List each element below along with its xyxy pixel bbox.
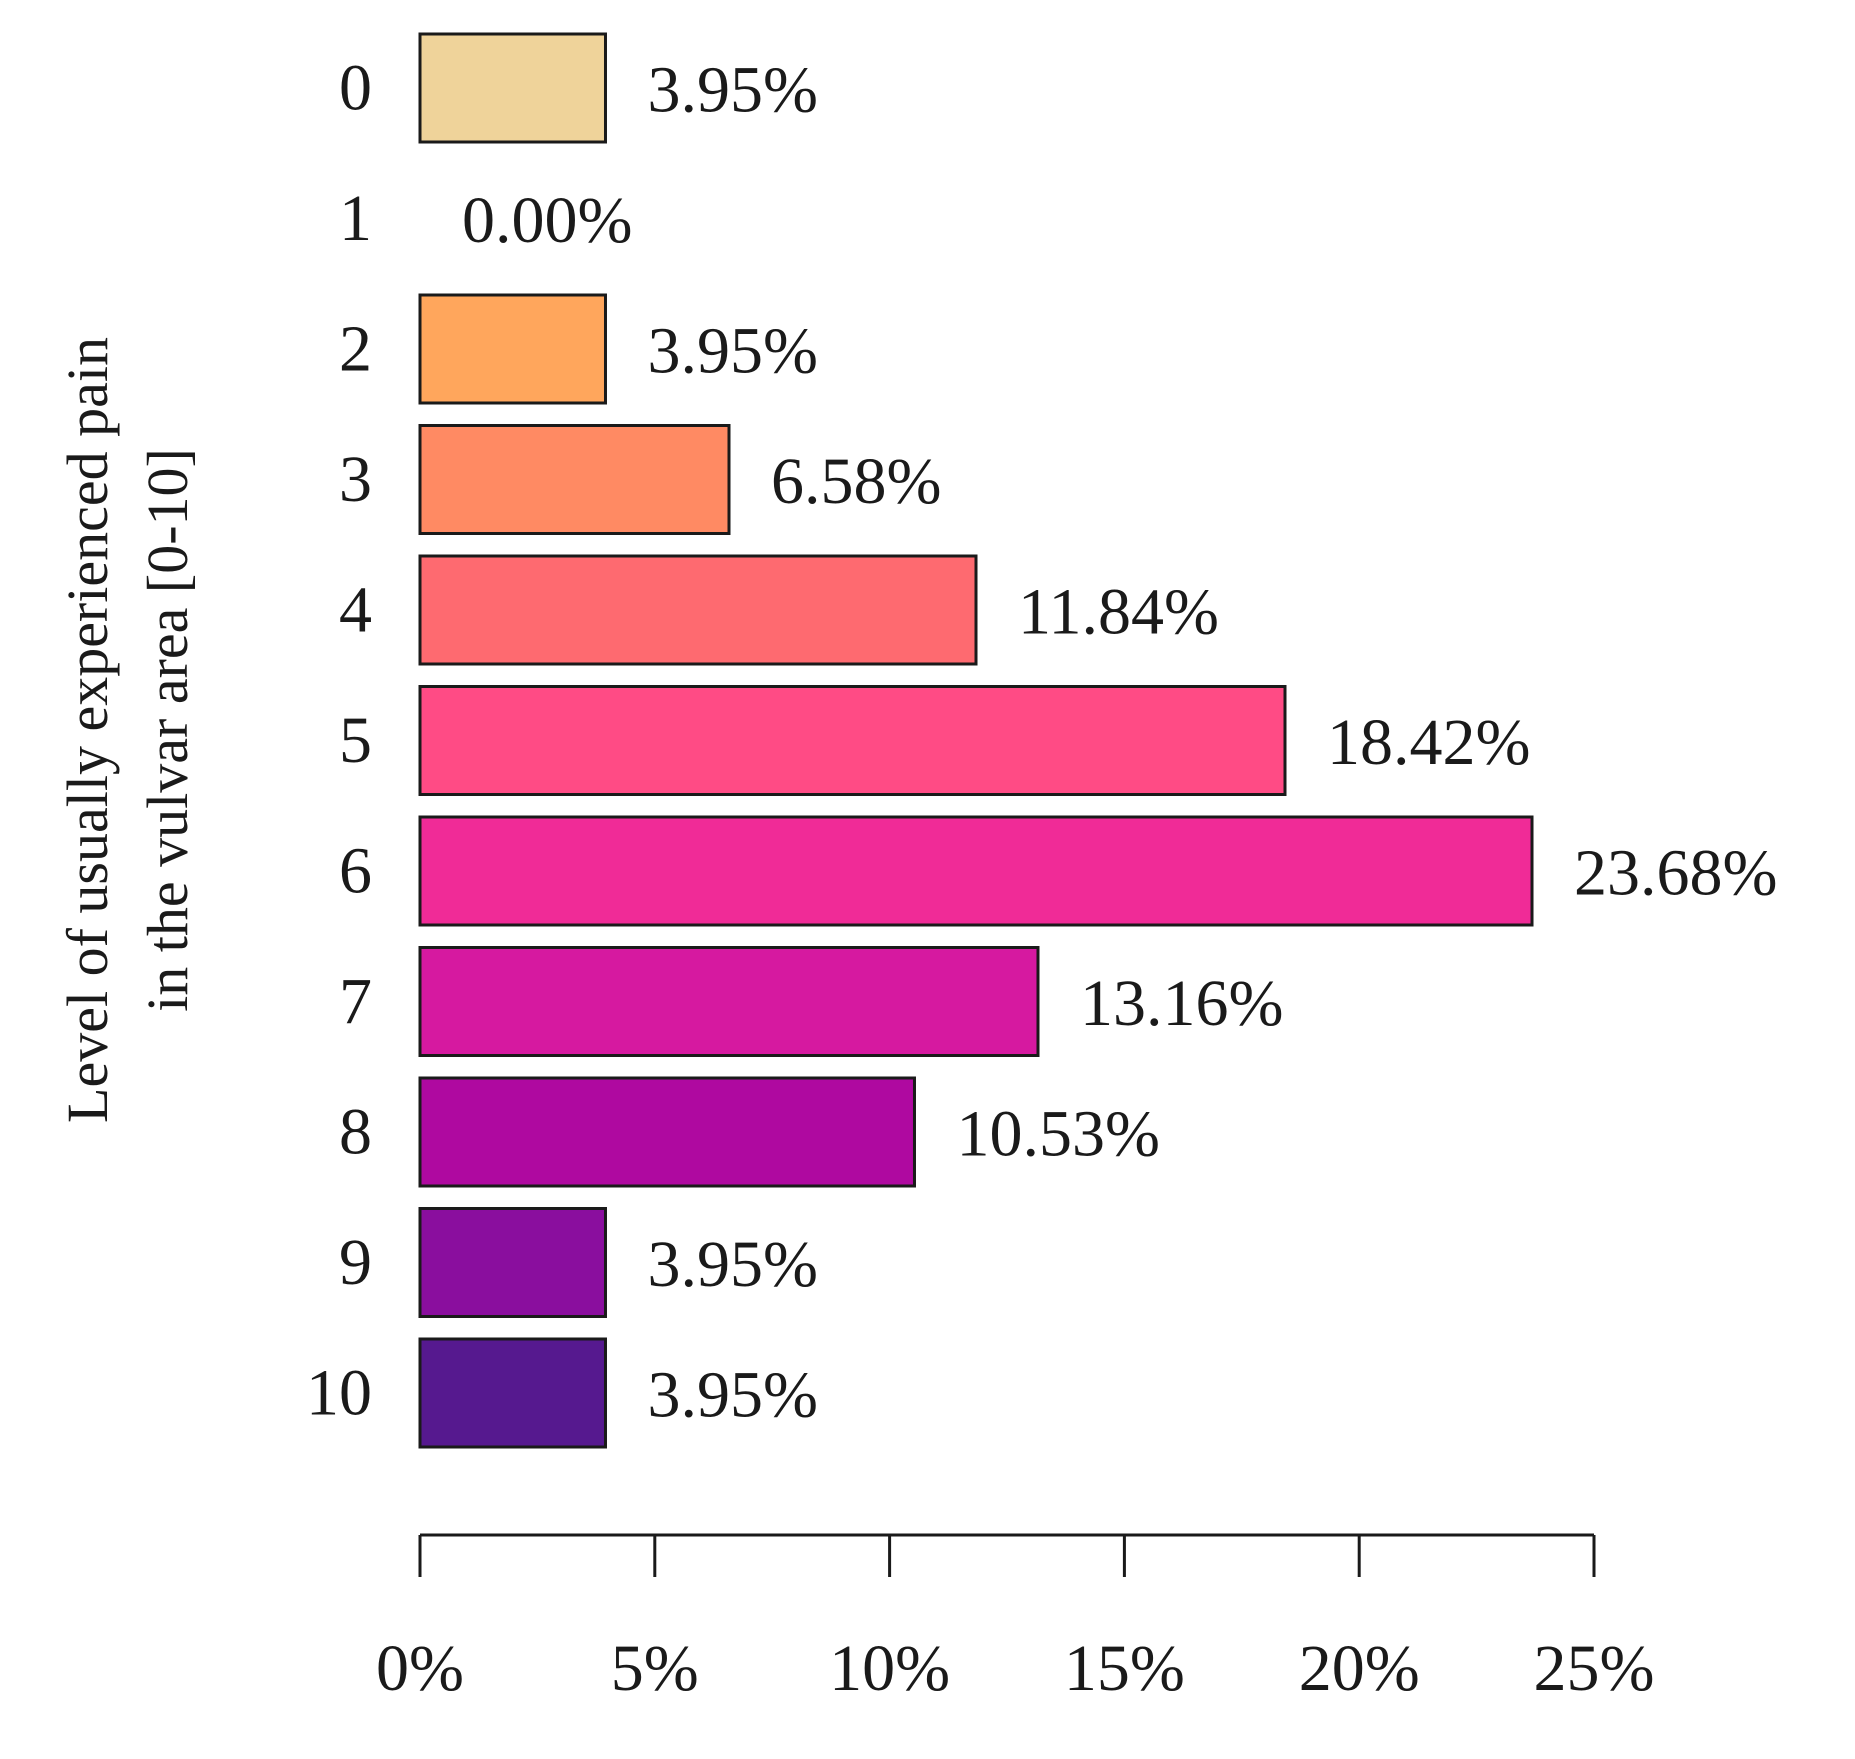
- category-labels: 0 1 2 3 4 5 6 7 8 9 10: [306, 52, 372, 1430]
- bar-8: [418, 1076, 916, 1188]
- category-label-8: 8: [339, 1096, 372, 1169]
- x-tick-label-0: 0%: [376, 1632, 464, 1705]
- category-label-6: 6: [339, 835, 372, 908]
- value-label-9: 3.95%: [647, 1228, 817, 1301]
- value-label-2: 3.95%: [647, 315, 817, 388]
- value-label-1: 0.00%: [462, 184, 632, 257]
- category-label-9: 9: [339, 1226, 372, 1299]
- value-label-7: 13.16%: [1080, 967, 1283, 1040]
- y-axis-title: Level of usually experienced pain in the…: [55, 337, 200, 1123]
- value-label-6: 23.68%: [1574, 837, 1777, 910]
- bar-6: [418, 815, 1534, 927]
- bars-group: [418, 32, 1534, 1449]
- value-label-10: 3.95%: [647, 1359, 817, 1432]
- x-tick-label-5: 5%: [611, 1632, 699, 1705]
- category-label-5: 5: [339, 704, 372, 777]
- bar-0: [418, 32, 607, 144]
- value-label-8: 10.53%: [956, 1098, 1159, 1171]
- x-tick-label-20: 20%: [1299, 1632, 1420, 1705]
- value-label-4: 11.84%: [1018, 576, 1219, 649]
- bar-9: [418, 1207, 607, 1318]
- bar-5: [418, 685, 1287, 796]
- bar-10: [418, 1337, 607, 1449]
- bar-3: [418, 424, 731, 535]
- y-axis-title-line-1: Level of usually experienced pain: [55, 337, 120, 1123]
- value-label-0: 3.95%: [647, 54, 817, 127]
- category-label-0: 0: [339, 52, 372, 125]
- x-tick-label-10: 10%: [829, 1632, 950, 1705]
- value-label-3: 6.58%: [771, 445, 941, 518]
- category-label-10: 10: [306, 1357, 372, 1430]
- x-axis: 0% 5% 10% 15% 20% 25%: [376, 1533, 1655, 1705]
- category-label-3: 3: [339, 443, 372, 516]
- y-axis-title-line-2: in the vulvar area [0-10]: [135, 448, 200, 1012]
- bar-2: [418, 293, 607, 405]
- bar-4: [418, 554, 978, 666]
- category-label-2: 2: [339, 313, 372, 386]
- category-label-7: 7: [339, 965, 372, 1038]
- value-label-5: 18.42%: [1327, 706, 1530, 779]
- value-labels: 3.95%0.00%3.95%6.58%11.84%18.42%23.68%13…: [462, 54, 1777, 1432]
- x-tick-label-25: 25%: [1534, 1632, 1655, 1705]
- category-label-4: 4: [339, 574, 372, 647]
- x-tick-label-15: 15%: [1064, 1632, 1185, 1705]
- bar-7: [418, 946, 1040, 1057]
- category-label-1: 1: [339, 182, 372, 255]
